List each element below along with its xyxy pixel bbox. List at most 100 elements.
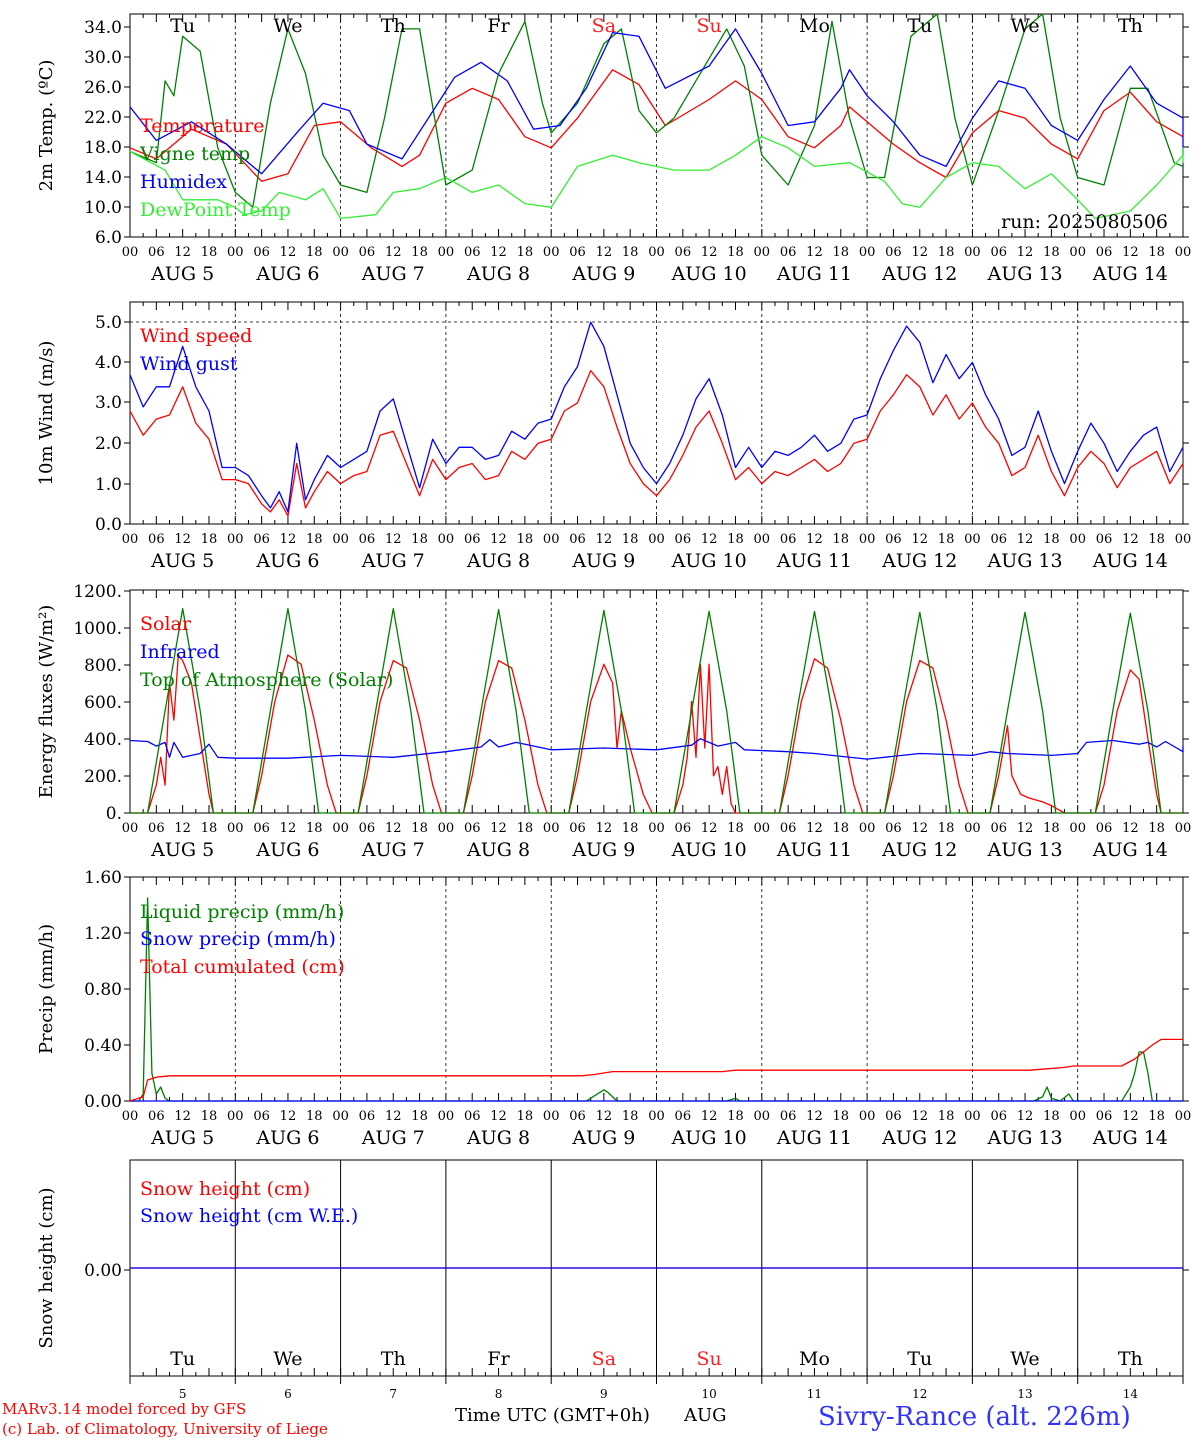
y-tick-label: 400. (84, 730, 122, 750)
hour-label: 18 (306, 1109, 323, 1124)
day-label: AUG 10 (671, 550, 747, 572)
day-label: AUG 12 (881, 839, 957, 861)
bottom-day-label: 14 (1123, 1387, 1139, 1401)
hour-label: 00 (648, 245, 665, 260)
legend-entry: Temperature (140, 115, 264, 137)
weekday-label: Tu (907, 1348, 932, 1370)
day-label: AUG 9 (571, 263, 635, 285)
series-vigne-temp (129, 13, 1184, 208)
hour-label: 00 (1069, 532, 1086, 547)
series-humidex (129, 28, 1184, 175)
y-axis-label: 2m Temp. (ºC) (36, 60, 57, 192)
legend-entry: Vigne temp (139, 143, 250, 165)
legend-entry: Liquid precip (mm/h) (140, 901, 344, 923)
hour-label: 12 (385, 245, 402, 260)
hour-label: 06 (148, 821, 165, 836)
legend-entry: Humidex (140, 171, 227, 193)
hour-label: 18 (517, 532, 534, 547)
hour-label: 06 (1096, 245, 1113, 260)
hour-label: 18 (1148, 532, 1165, 547)
hour-label: 18 (622, 1109, 639, 1124)
hour-label: 12 (385, 821, 402, 836)
series-dewpoint-temp (129, 136, 1184, 220)
y-tick-label: 26.0 (84, 78, 122, 98)
day-label: AUG 7 (361, 1127, 425, 1149)
hour-label: 12 (280, 532, 297, 547)
hour-label: 00 (648, 1109, 665, 1124)
day-label: AUG 6 (255, 839, 319, 861)
y-tick-label: 1.20 (84, 924, 122, 944)
hour-label: 18 (727, 821, 744, 836)
day-label: AUG 6 (255, 263, 319, 285)
hour-label: 00 (227, 245, 244, 260)
hour-label: 06 (148, 245, 165, 260)
hour-label: 00 (1175, 1109, 1192, 1124)
y-tick-label: 2.0 (95, 434, 122, 454)
run-label: run: 2025080506 (1001, 211, 1168, 233)
y-tick-label: 200. (84, 767, 122, 787)
hour-label: 06 (569, 532, 586, 547)
hour-label: 00 (964, 245, 981, 260)
day-label: AUG 10 (671, 839, 747, 861)
hour-label: 18 (517, 245, 534, 260)
hour-label: 18 (833, 1109, 850, 1124)
hour-label: 12 (701, 532, 718, 547)
legend-entry: Snow height (cm W.E.) (140, 1205, 358, 1227)
hour-label: 12 (490, 821, 507, 836)
weekday-label: We (1010, 15, 1039, 37)
day-label: AUG 9 (571, 1127, 635, 1149)
hour-label: 12 (806, 245, 823, 260)
y-tick-label: 6.0 (95, 228, 122, 248)
hour-label: 12 (1122, 532, 1139, 547)
hour-label: 18 (411, 245, 428, 260)
hour-label: 18 (411, 1109, 428, 1124)
y-tick-label: 14.0 (84, 168, 122, 188)
hour-label: 12 (911, 245, 928, 260)
weekday-label: We (1010, 1348, 1039, 1370)
day-label: AUG 11 (776, 550, 852, 572)
hour-label: 06 (780, 532, 797, 547)
hour-label: 06 (780, 821, 797, 836)
weekday-label: Th (1118, 15, 1143, 37)
hour-label: 18 (622, 821, 639, 836)
weekday-label: We (273, 15, 302, 37)
hour-label: 12 (174, 532, 191, 547)
hour-label: 12 (911, 532, 928, 547)
hour-label: 06 (253, 245, 270, 260)
hour-label: 06 (1096, 821, 1113, 836)
day-label: AUG 10 (671, 1127, 747, 1149)
hour-label: 06 (464, 245, 481, 260)
weekday-label: Su (697, 1348, 722, 1370)
weekday-label: Mo (799, 15, 830, 37)
hour-label: 12 (806, 821, 823, 836)
hour-label: 18 (1043, 532, 1060, 547)
y-axis-label: Snow height (cm) (36, 1187, 57, 1348)
legend-entry: Wind speed (140, 325, 252, 347)
day-label: AUG 14 (1092, 839, 1168, 861)
hour-label: 12 (596, 532, 613, 547)
day-label: AUG 5 (150, 839, 214, 861)
hour-label: 00 (122, 1109, 139, 1124)
series-temperature (129, 69, 1184, 182)
hour-label: 12 (385, 1109, 402, 1124)
hour-label: 06 (885, 1109, 902, 1124)
hour-label: 18 (1148, 821, 1165, 836)
day-label: AUG 7 (361, 839, 425, 861)
hour-label: 06 (675, 245, 692, 260)
hour-label: 06 (885, 532, 902, 547)
panel-5 (124, 1159, 1189, 1384)
hour-label: 12 (1017, 821, 1034, 836)
hour-label: 12 (280, 1109, 297, 1124)
hour-label: 00 (543, 532, 560, 547)
day-label: AUG 9 (571, 550, 635, 572)
day-label: AUG 5 (150, 263, 214, 285)
hour-label: 12 (174, 1109, 191, 1124)
bottom-day-label: 10 (702, 1387, 717, 1401)
weekday-label: Su (697, 15, 722, 37)
hour-label: 12 (1122, 1109, 1139, 1124)
y-tick-label: 800. (84, 656, 122, 676)
hour-label: 12 (701, 1109, 718, 1124)
hour-label: 06 (148, 532, 165, 547)
weekday-label: Mo (799, 1348, 830, 1370)
legend-entry: Total cumulated (cm) (140, 956, 345, 978)
